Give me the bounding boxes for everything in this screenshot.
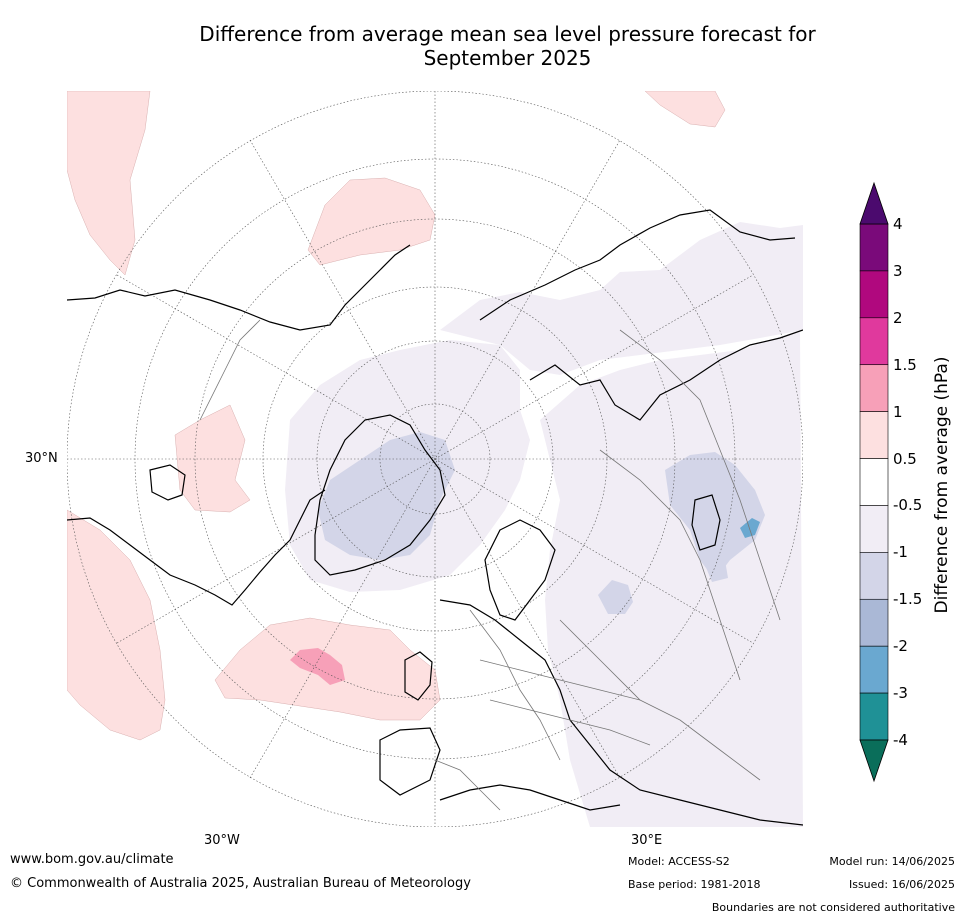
colorbar-bottom-extension <box>859 739 889 783</box>
eurasia-north-coast <box>529 329 803 421</box>
chart-title: Difference from average mean sea level p… <box>100 22 915 70</box>
moderate-negative-regions <box>318 432 765 614</box>
border-line-7 <box>199 319 261 421</box>
british-isles-coast <box>404 651 433 701</box>
border-line-5 <box>479 659 641 701</box>
iberia-coast <box>379 727 441 796</box>
west-positive-region <box>67 509 166 741</box>
colorbar-tick-label: 0.5 <box>893 449 917 468</box>
boundaries-disclaimer: Boundaries are not considered authoritat… <box>711 901 955 914</box>
colorbar-segment <box>859 364 889 412</box>
colorbar-tick-label: -1 <box>893 543 908 562</box>
west-siberia-negative-region <box>598 580 633 614</box>
border-line-6 <box>489 699 651 746</box>
colorbar-tick-label: 1.5 <box>893 355 917 374</box>
colorbar-segment <box>859 458 889 506</box>
lat-label-30n: 30°N <box>25 451 58 466</box>
borders <box>199 319 781 811</box>
title-line-1: Difference from average mean sea level p… <box>199 22 816 46</box>
colorbar-tick-label: 2 <box>893 308 903 327</box>
colorbar-tick-label: -1.5 <box>893 590 923 609</box>
colorbar-tick-label: -3 <box>893 684 908 703</box>
model-name: Model: ACCESS-S2 <box>628 855 730 868</box>
colorbar-segment <box>859 411 889 459</box>
pacific-positive-region <box>67 91 151 276</box>
colorbar-segment <box>859 552 889 600</box>
colorbar-segment <box>859 598 889 647</box>
colorbar-segment <box>859 692 889 741</box>
alaska-canada-coast <box>67 489 326 606</box>
graticule <box>67 91 803 827</box>
positive-anomaly-core <box>290 648 345 685</box>
title-line-2: September 2025 <box>423 46 592 70</box>
colorbar-segments <box>859 223 889 741</box>
website-link[interactable]: www.bom.gov.au/climate <box>10 852 174 867</box>
issued-date: Issued: 16/06/2025 <box>848 878 955 891</box>
colorbar-label: Difference from average (hPa) <box>932 356 952 614</box>
base-period: Base period: 1981-2018 <box>628 878 761 891</box>
border-line-8 <box>434 759 501 811</box>
caspian-coast <box>691 494 721 551</box>
greenland-negative-region <box>318 432 455 560</box>
hudson-bay-coast <box>149 464 186 501</box>
border-line-1 <box>469 609 561 761</box>
atlantic-positive-region <box>174 404 251 513</box>
border-line-3 <box>599 449 741 681</box>
colorbar-segment <box>859 223 889 272</box>
latitude-circle-50 <box>194 218 676 700</box>
colorbar-segment <box>859 645 889 694</box>
strong-negative-patch <box>740 518 760 538</box>
east-asia-negative-patch <box>705 560 728 582</box>
colorbar-tick-label: -0.5 <box>893 496 923 515</box>
model-run-date: Model run: 14/06/2025 <box>829 855 955 868</box>
colorbar-top-extension <box>859 181 889 225</box>
europe-coast <box>439 599 803 826</box>
colorbar-tick-label: -4 <box>893 731 908 749</box>
siberia-negative-region <box>440 222 803 375</box>
arctic-sea-positive-region <box>307 177 436 266</box>
northeast-positive-region <box>644 91 726 128</box>
central-asia-negative-region <box>665 452 765 580</box>
colorbar-tick-label: -2 <box>893 637 908 656</box>
copyright-text: © Commonwealth of Australia 2025, Austra… <box>10 876 471 891</box>
colorbar-segment <box>859 505 889 553</box>
border-line-4 <box>619 329 781 621</box>
colorbar-tick-label: 1 <box>893 402 903 421</box>
border-line-2 <box>559 619 761 781</box>
greenland-coast <box>314 414 446 576</box>
scandinavia-coast <box>484 519 556 621</box>
lon-label-30e: 30°E <box>631 833 663 848</box>
latitude-circle-70 <box>316 340 554 578</box>
colorbar-segment <box>859 317 889 366</box>
lon-label-30w: 30°W <box>204 833 240 848</box>
mediterranean-coast <box>439 784 621 811</box>
colorbar-segment <box>859 270 889 319</box>
meridian-150 <box>249 139 621 779</box>
colorbar-tick-label: 4 <box>893 215 903 233</box>
north-america-coast <box>67 244 411 331</box>
colorbar-tick-label: 3 <box>893 261 903 280</box>
siberia-coast <box>479 209 796 321</box>
coastlines <box>67 209 803 826</box>
